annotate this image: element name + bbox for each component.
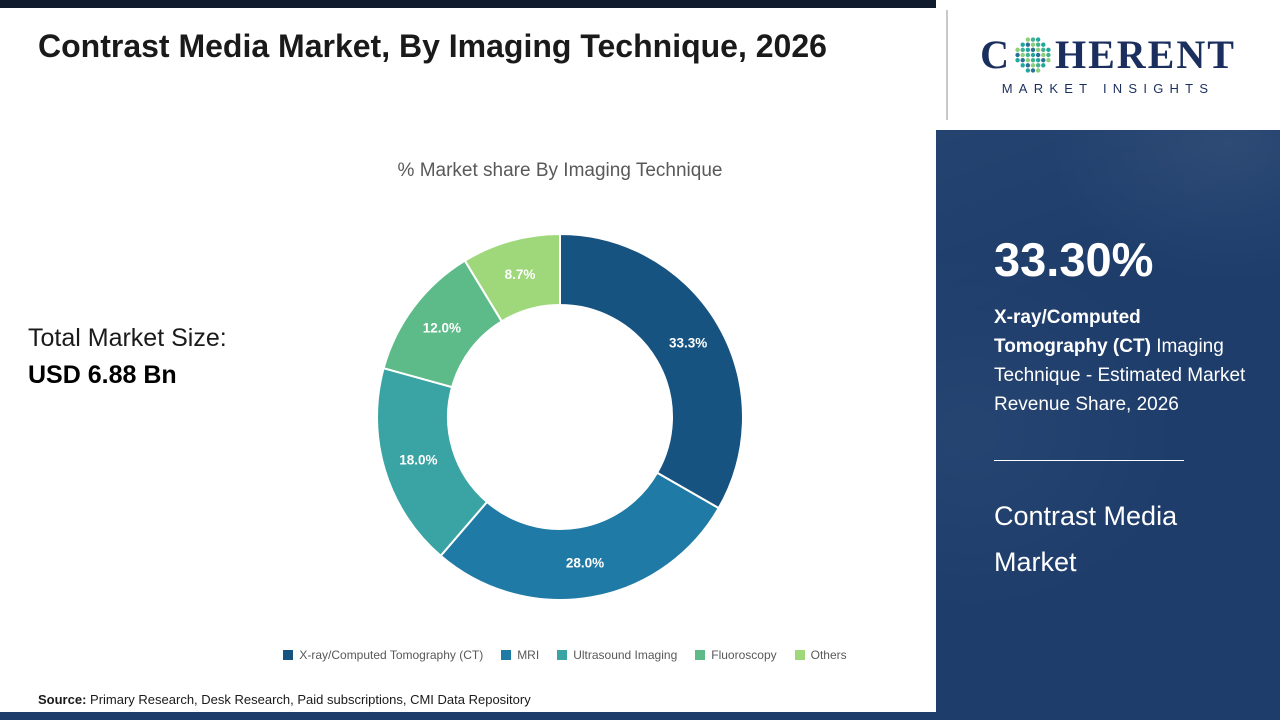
legend-item-1: MRI	[501, 648, 539, 662]
source-line: Source: Primary Research, Desk Research,…	[38, 692, 531, 707]
donut-slice-label-1: 28.0%	[566, 555, 604, 570]
market-name: Contrast Media Market	[994, 501, 1178, 577]
top-accent-strip	[0, 0, 936, 8]
legend-swatch-0	[283, 650, 294, 660]
chart-subtitle: % Market share By Imaging Technique	[397, 160, 723, 181]
legend-item-0: X-ray/Computed Tomography (CT)	[283, 648, 483, 662]
donut-slice-1	[439, 471, 721, 601]
donut-chart: 33.3% 28.0% 18.0% 12.0% 8.7%	[376, 232, 744, 601]
highlight-stat-rest: Imaging Technique - Estimated Market Rev…	[994, 335, 1246, 415]
legend-label-2: Ultrasound Imaging	[573, 648, 678, 662]
donut-slice-label-0: 33.3%	[669, 335, 707, 350]
highlight-stat-segment: X-ray/Computed Tomography (CT)	[994, 307, 1151, 357]
donut-slice-4	[463, 232, 561, 323]
donut-slice-label-3: 12.0%	[423, 320, 461, 335]
logo-wordmark: C HERENT	[980, 31, 1236, 77]
donut-slice-label-2: 18.0%	[399, 453, 437, 468]
source-label: Source:	[38, 692, 87, 707]
chart-panel: Contrast Media Market, By Imaging Techni…	[0, 0, 936, 707]
logo-subtext: MARKET INSIGHTS	[1001, 80, 1215, 96]
logo-globe-icon	[1015, 36, 1051, 73]
legend-swatch-2	[557, 650, 568, 660]
highlight-sidebar: C HERENT MARKET INSIGHTS 33.30% X-ray/Co…	[936, 0, 1280, 720]
legend-item-3: Fluoroscopy	[695, 648, 777, 662]
legend-swatch-4	[794, 650, 805, 660]
total-market-size-value: USD 6.88 Bn	[28, 361, 177, 389]
legend-label-0: X-ray/Computed Tomography (CT)	[299, 648, 484, 662]
legend-item-2: Ultrasound Imaging	[557, 648, 677, 662]
total-market-size-label: Total Market Size:	[28, 324, 227, 352]
sidebar-divider-line	[994, 460, 1184, 461]
total-market-size-block: Total Market Size: USD 6.88 Bn	[28, 324, 227, 390]
logo-letter-c: C	[980, 31, 1011, 77]
brand-logo: C HERENT MARKET INSIGHTS	[936, 0, 1280, 130]
donut-slice-0	[559, 232, 744, 510]
logo-letters-rest: HERENT	[1054, 31, 1236, 77]
legend-swatch-1	[501, 650, 512, 660]
legend-swatch-3	[695, 650, 706, 660]
chart-legend: X-ray/Computed Tomography (CT) MRI Ultraso…	[150, 648, 980, 662]
legend-label-4: Others	[810, 648, 847, 662]
source-text: Primary Research, Desk Research, Paid su…	[86, 692, 531, 707]
legend-label-3: Fluoroscopy	[711, 648, 777, 662]
logo-divider	[946, 10, 948, 120]
highlight-stat-description: X-ray/Computed Tomography (CT) Imaging T…	[994, 304, 1246, 420]
legend-label-1: MRI	[517, 648, 540, 662]
bottom-accent-strip	[0, 712, 1280, 720]
page-title: Contrast Media Market, By Imaging Techni…	[38, 28, 827, 64]
highlight-stat-value: 33.30%	[994, 233, 1154, 286]
legend-item-4: Others	[794, 648, 847, 662]
donut-slice-label-4: 8.7%	[505, 267, 536, 282]
